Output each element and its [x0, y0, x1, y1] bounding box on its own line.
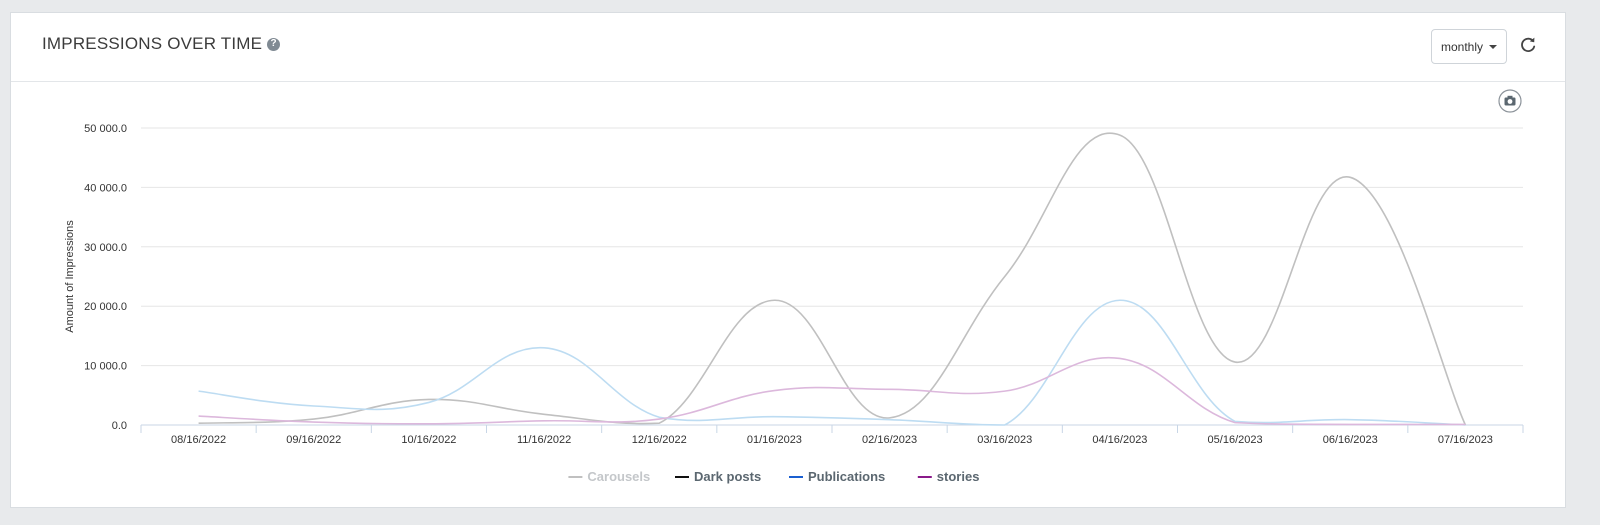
y-tick-label: 10 000.0	[84, 361, 127, 373]
x-tick-label: 02/16/2023	[862, 434, 917, 446]
y-tick-label: 50 000.0	[84, 123, 127, 135]
y-axis-label: Amount of Impressions	[64, 220, 76, 333]
y-tick-label: 40 000.0	[84, 182, 127, 194]
series-line-publications	[198, 299, 1466, 426]
x-tick-label: 12/16/2022	[632, 434, 687, 446]
camera-icon[interactable]	[1498, 89, 1522, 113]
x-tick-label: 06/16/2023	[1323, 434, 1378, 446]
x-tick-label: 09/16/2022	[286, 434, 341, 446]
period-select[interactable]: monthly	[1431, 29, 1507, 64]
x-tick-label: 03/16/2023	[977, 434, 1032, 446]
panel-header: IMPRESSIONS OVER TIME ? monthly	[11, 13, 1565, 82]
y-tick-label: 30 000.0	[84, 242, 127, 254]
impressions-chart: 0.0 10 000.0 20 000.0 30 000.0 40 000.0 50 00…	[64, 123, 1524, 484]
question-circle-icon[interactable]: ?	[267, 37, 281, 51]
page-title: IMPRESSIONS OVER TIME	[42, 34, 263, 53]
series-line-stories	[198, 356, 1466, 426]
x-tick-label: 04/16/2023	[1092, 434, 1147, 446]
x-tick-label: 07/16/2023	[1438, 434, 1493, 446]
legend-item-publications[interactable]: Publications	[808, 469, 885, 484]
panel-title: IMPRESSIONS OVER TIME ?	[42, 34, 281, 54]
refresh-icon[interactable]	[1518, 35, 1538, 55]
impressions-panel: IMPRESSIONS OVER TIME ? monthly 0.0 10 00…	[10, 12, 1566, 508]
period-select-value: monthly	[1440, 39, 1484, 54]
chevron-down-icon	[1489, 44, 1498, 49]
x-tick-label: 11/16/2022	[517, 434, 571, 446]
series-line-carousels	[198, 132, 1467, 426]
y-tick-label: 20 000.0	[84, 301, 127, 313]
x-tick-label: 08/16/2022	[171, 434, 226, 446]
x-tick-label: 01/16/2023	[747, 434, 802, 446]
legend-item-dark-posts[interactable]: Dark posts	[694, 469, 761, 484]
x-tick-label: 05/16/2023	[1208, 434, 1263, 446]
y-tick-label: 0.0	[112, 420, 127, 432]
legend-item-stories[interactable]: stories	[937, 469, 980, 484]
legend-item-carousels[interactable]: Carousels	[587, 469, 650, 484]
x-tick-label: 10/16/2022	[401, 434, 456, 446]
